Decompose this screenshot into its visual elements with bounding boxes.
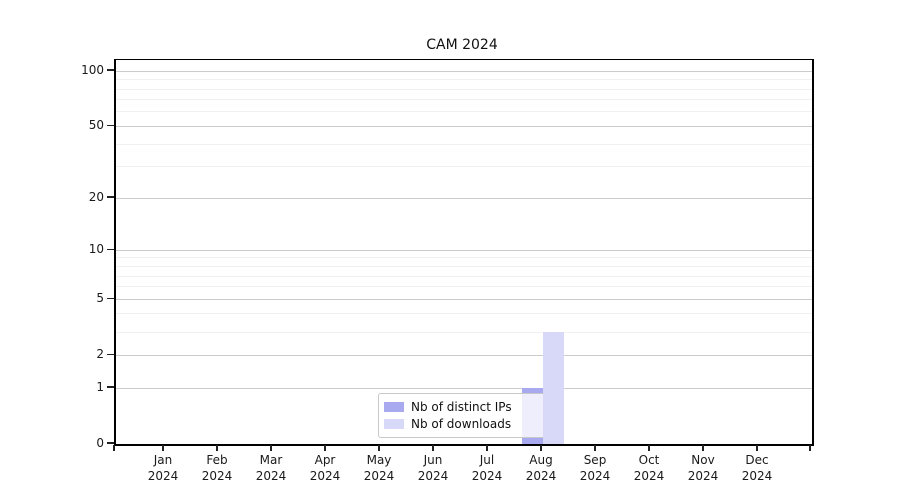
x-axis-tick xyxy=(378,445,380,451)
y-axis-tick xyxy=(107,353,114,355)
x-tick-label-month: Jul xyxy=(479,453,495,467)
x-tick-label-month: Nov xyxy=(691,453,715,467)
y-tick-label: 10 xyxy=(88,242,104,257)
minor-gridline xyxy=(116,266,812,267)
x-tick-label: Aug 2024 xyxy=(511,452,571,484)
plot-area xyxy=(114,59,814,446)
x-tick-label-month: Dec xyxy=(745,453,769,467)
x-tick-label: Nov 2024 xyxy=(673,452,733,484)
minor-gridline xyxy=(116,275,812,277)
legend-label: Nb of distinct IPs xyxy=(411,399,512,414)
x-tick-label-year: 2024 xyxy=(309,469,341,483)
x-tick-label-year: 2024 xyxy=(147,469,179,483)
legend: Nb of distinct IPs Nb of downloads xyxy=(378,393,545,438)
y-tick-label: 0 xyxy=(96,436,104,450)
major-gridline xyxy=(116,387,812,389)
y-axis-tick xyxy=(107,297,114,299)
x-tick-label: Apr 2024 xyxy=(295,452,355,484)
x-axis-tick xyxy=(270,445,272,451)
x-tick-label-month: Apr xyxy=(314,453,336,467)
major-gridline xyxy=(116,197,812,199)
x-tick-label-year: 2024 xyxy=(201,469,233,483)
y-axis-tick xyxy=(107,69,114,71)
x-axis-tick xyxy=(756,445,758,451)
legend-swatch xyxy=(384,401,404,412)
minor-gridline xyxy=(116,88,812,90)
minor-gridline xyxy=(116,166,812,168)
x-tick-label-year: 2024 xyxy=(687,469,719,483)
x-tick-label-year: 2024 xyxy=(741,469,773,483)
minor-gridline xyxy=(116,111,812,113)
minor-gridline xyxy=(116,143,812,145)
y-tick-label: 50 xyxy=(88,118,104,133)
x-axis-tick xyxy=(324,445,326,451)
x-tick-label: Oct 2024 xyxy=(619,452,679,484)
x-tick-label-year: 2024 xyxy=(525,469,557,483)
y-tick-label: 1 xyxy=(96,380,104,394)
major-gridline xyxy=(116,298,812,300)
major-gridline xyxy=(116,70,812,72)
legend-swatch xyxy=(384,419,404,430)
minor-gridline xyxy=(116,313,812,315)
x-tick-label-month: Aug xyxy=(529,453,553,467)
x-tick-label: Jun 2024 xyxy=(403,452,463,484)
major-gridline xyxy=(116,249,812,251)
chart-title: CAM 2024 xyxy=(426,37,498,53)
x-tick-label: Jul 2024 xyxy=(457,452,517,484)
x-axis-tick xyxy=(540,445,542,451)
bar-downloads xyxy=(543,332,564,444)
x-tick-label-month: Oct xyxy=(638,453,660,467)
y-axis-tick xyxy=(107,248,114,251)
minor-gridline xyxy=(116,99,812,101)
y-tick-label: 2 xyxy=(96,347,104,362)
major-gridline xyxy=(116,354,812,356)
x-tick-label: Feb 2024 xyxy=(187,452,247,484)
major-gridline xyxy=(116,125,812,127)
x-tick-label-month: Jun xyxy=(423,453,443,467)
y-tick-label: 100 xyxy=(81,63,104,78)
x-tick-label-year: 2024 xyxy=(255,469,287,483)
x-tick-label-month: Jan xyxy=(153,453,173,467)
x-tick-label: Dec 2024 xyxy=(727,452,787,484)
x-axis-edge-tick xyxy=(113,445,115,451)
x-axis-edge-tick xyxy=(809,445,811,451)
y-tick-label: 20 xyxy=(88,190,104,205)
x-tick-label-month: Mar xyxy=(259,453,283,467)
x-tick-label: Mar 2024 xyxy=(241,452,301,484)
minor-gridline xyxy=(116,286,812,288)
legend-label: Nb of downloads xyxy=(411,417,512,432)
minor-gridline xyxy=(116,331,812,333)
x-tick-label: May 2024 xyxy=(349,452,409,484)
x-axis-tick xyxy=(594,445,596,451)
minor-gridline xyxy=(116,257,812,259)
y-tick-label: 5 xyxy=(96,291,104,306)
x-tick-label-month: Feb xyxy=(206,453,228,467)
x-axis-tick xyxy=(162,445,164,451)
x-axis-tick xyxy=(432,445,434,451)
x-tick-label-year: 2024 xyxy=(471,469,503,483)
y-axis-tick xyxy=(107,124,114,127)
legend-item: Nb of distinct IPs xyxy=(384,398,538,415)
x-tick-label-month: May xyxy=(366,453,392,467)
y-axis-tick xyxy=(107,442,114,444)
x-tick-label: Sep 2024 xyxy=(565,452,625,484)
x-axis-tick xyxy=(648,445,650,451)
y-axis-tick xyxy=(107,386,114,388)
x-axis-tick xyxy=(702,445,704,451)
minor-gridline xyxy=(116,79,812,81)
legend-item: Nb of downloads xyxy=(384,416,538,433)
x-tick-label-month: Sep xyxy=(583,453,607,467)
x-tick-label-year: 2024 xyxy=(579,469,611,483)
x-tick-label-year: 2024 xyxy=(417,469,449,483)
x-tick-label: Jan 2024 xyxy=(133,452,193,484)
x-tick-label-year: 2024 xyxy=(633,469,665,483)
x-axis-tick xyxy=(486,445,488,451)
y-axis-tick xyxy=(107,196,114,198)
x-axis-tick xyxy=(216,445,218,451)
x-tick-label-year: 2024 xyxy=(363,469,395,483)
